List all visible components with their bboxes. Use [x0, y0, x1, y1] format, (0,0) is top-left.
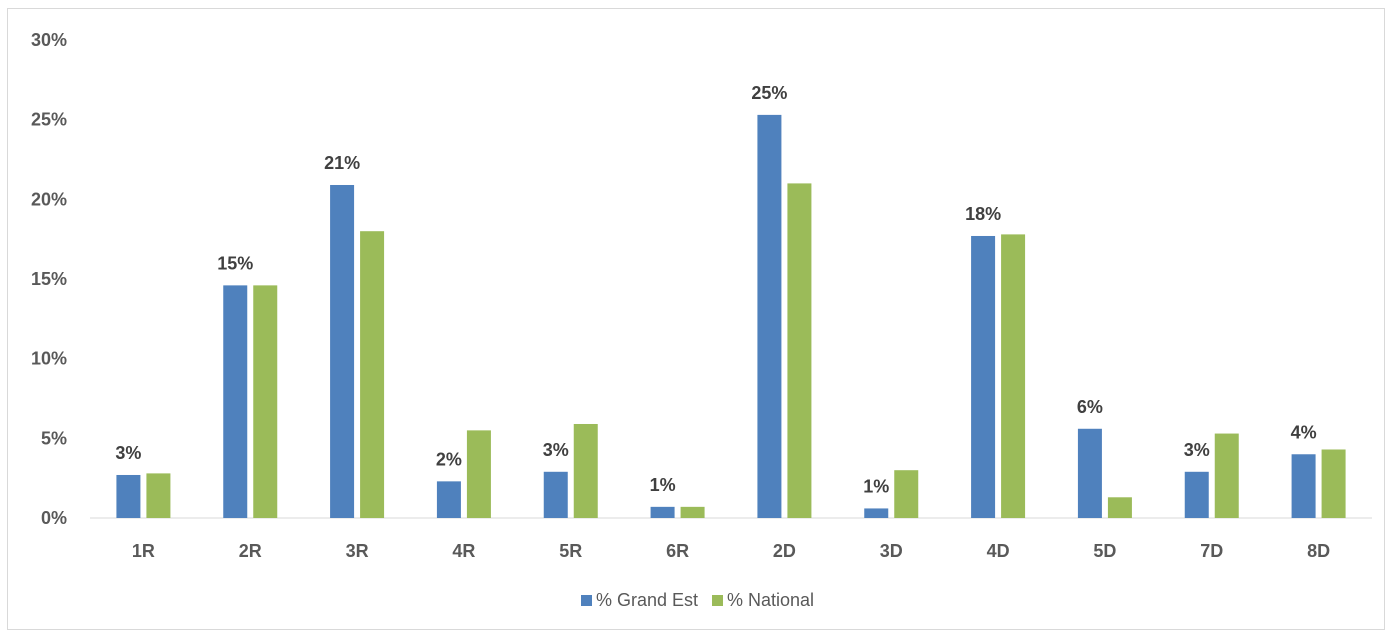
legend-swatch-national	[712, 595, 723, 606]
bar-national	[680, 506, 705, 518]
x-tick-label: 5D	[1093, 541, 1116, 561]
bar-grand-est	[116, 474, 141, 518]
bar-national	[787, 183, 812, 518]
y-tick-label: 30%	[31, 30, 67, 50]
data-label: 1%	[650, 475, 676, 495]
bar-national	[1001, 234, 1026, 519]
bar-grand-est	[1291, 454, 1316, 518]
bar-national	[1321, 449, 1346, 518]
x-tick-label: 4D	[987, 541, 1010, 561]
data-label: 3%	[543, 440, 569, 460]
legend-swatch-grand-est	[580, 595, 592, 606]
bar-grand-est	[330, 184, 355, 518]
y-tick-label: 10%	[31, 349, 67, 369]
data-label: 3%	[1184, 440, 1210, 460]
bar-national	[894, 470, 919, 518]
bar-national	[146, 473, 171, 518]
data-label: 6%	[1077, 397, 1103, 417]
bar-grand-est	[650, 506, 675, 518]
bar-national	[1107, 497, 1132, 518]
y-tick-label: 0%	[41, 508, 67, 528]
x-tick-label: 4R	[452, 541, 475, 561]
bar-grand-est	[971, 235, 996, 519]
legend-item-national: % National	[712, 590, 814, 611]
x-tick-label: 5R	[559, 541, 582, 561]
legend-label-grand-est: % Grand Est	[595, 590, 698, 610]
x-tick-label: 8D	[1307, 541, 1330, 561]
x-tick-label: 3D	[880, 541, 903, 561]
bar-grand-est	[436, 481, 461, 518]
data-label: 2%	[436, 449, 462, 469]
bar-national	[466, 430, 491, 518]
bar-grand-est	[543, 471, 568, 518]
data-label: 1%	[863, 476, 889, 496]
data-label: 3%	[115, 443, 141, 463]
data-label: 4%	[1291, 422, 1317, 442]
bar-national	[360, 231, 385, 518]
x-tick-label: 2D	[773, 541, 796, 561]
y-tick-label: 15%	[31, 269, 67, 289]
legend: % Grand Est % National	[0, 590, 1395, 611]
bar-grand-est	[1077, 428, 1102, 518]
bar-grand-est	[1184, 471, 1209, 518]
legend-label-national: % National	[727, 590, 815, 610]
y-tick-label: 25%	[31, 110, 67, 130]
bar-grand-est	[223, 285, 248, 518]
bar-chart: 0% 5% 10% 15% 20% 25% 30% 3% 1R 15% 2R 21% 3R 2% 4R 3% 5…	[31, 30, 1372, 561]
y-tick-label: 20%	[31, 189, 67, 209]
x-tick-label: 7D	[1200, 541, 1223, 561]
data-label: 18%	[965, 204, 1001, 224]
data-label: 15%	[217, 253, 253, 273]
bar-national	[1214, 433, 1239, 518]
y-tick-label: 5%	[41, 428, 67, 448]
bar-grand-est	[757, 114, 782, 519]
bar-national	[573, 423, 598, 518]
x-tick-label: 6R	[666, 541, 689, 561]
legend-item-grand-est: % Grand Est	[580, 590, 698, 611]
bar-grand-est	[864, 508, 889, 518]
data-label: 25%	[751, 83, 787, 103]
data-label: 21%	[324, 153, 360, 173]
x-tick-label: 1R	[132, 541, 155, 561]
x-tick-label: 2R	[239, 541, 262, 561]
bar-national	[253, 285, 278, 518]
x-tick-label: 3R	[346, 541, 369, 561]
